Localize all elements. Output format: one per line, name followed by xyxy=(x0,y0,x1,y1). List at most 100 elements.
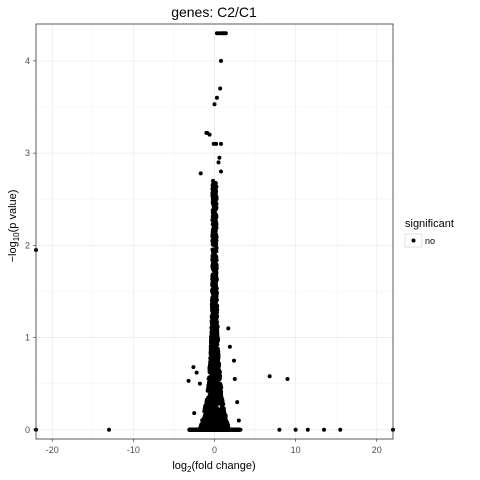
data-point xyxy=(203,405,207,409)
data-point xyxy=(207,388,211,392)
data-point xyxy=(107,428,111,432)
data-point xyxy=(214,202,218,206)
data-point xyxy=(199,171,203,175)
data-point xyxy=(214,300,218,304)
data-point xyxy=(211,230,215,234)
data-point xyxy=(219,389,223,393)
y-tick-label: 4 xyxy=(25,56,30,66)
y-tick-label: 0 xyxy=(25,425,30,435)
data-point xyxy=(221,31,225,35)
data-point xyxy=(210,398,214,402)
data-point xyxy=(268,374,272,378)
data-point xyxy=(211,343,215,347)
data-point xyxy=(211,195,215,199)
x-axis-title: log2(fold change) xyxy=(172,460,255,474)
data-point xyxy=(208,380,212,384)
data-point xyxy=(212,265,216,269)
data-point xyxy=(213,187,217,191)
data-point xyxy=(217,373,221,377)
data-point xyxy=(215,347,219,351)
data-point xyxy=(195,371,199,375)
data-point xyxy=(306,428,310,432)
data-point xyxy=(237,419,241,423)
data-point xyxy=(212,378,216,382)
data-point xyxy=(212,221,216,225)
x-tick-label: -20 xyxy=(46,445,59,455)
data-point xyxy=(214,359,218,363)
data-point xyxy=(204,131,208,135)
data-point xyxy=(215,96,219,100)
x-tick-label: -10 xyxy=(127,445,140,455)
legend-key-point xyxy=(412,239,416,243)
data-point xyxy=(219,59,223,63)
data-point xyxy=(225,421,229,425)
legend-label-no: no xyxy=(425,236,435,246)
data-point xyxy=(212,384,216,388)
x-tick-label: 0 xyxy=(212,445,217,455)
y-tick-label: 1 xyxy=(25,333,30,343)
data-point xyxy=(189,428,193,432)
data-point xyxy=(226,326,230,330)
data-point xyxy=(213,102,217,106)
data-point xyxy=(209,371,213,375)
data-point xyxy=(213,253,217,257)
data-point xyxy=(210,308,214,312)
data-point xyxy=(210,354,214,358)
data-point xyxy=(216,420,220,424)
legend: significant no xyxy=(405,218,454,247)
data-point xyxy=(194,428,198,432)
data-point xyxy=(213,270,217,274)
data-point xyxy=(226,428,230,432)
data-point xyxy=(220,406,224,410)
data-point xyxy=(191,365,195,369)
legend-title: significant xyxy=(405,218,454,230)
data-point xyxy=(216,354,220,358)
data-point xyxy=(232,359,236,363)
data-point xyxy=(214,368,218,372)
data-point xyxy=(215,324,219,328)
data-point xyxy=(233,377,237,381)
x-axis-ticks: -20 -10 0 10 20 xyxy=(46,439,382,455)
data-point xyxy=(211,283,215,287)
data-point xyxy=(213,306,217,310)
data-point xyxy=(219,170,223,174)
data-point xyxy=(213,278,217,282)
data-point xyxy=(212,295,216,299)
data-point xyxy=(210,405,214,409)
data-point xyxy=(221,416,225,420)
chart-title: genes: C2/C1 xyxy=(171,4,257,20)
data-point xyxy=(211,201,215,205)
data-point xyxy=(219,142,223,146)
data-point xyxy=(214,340,218,344)
data-point xyxy=(211,179,215,183)
data-point xyxy=(338,428,342,432)
data-point xyxy=(213,364,217,368)
data-point xyxy=(217,160,221,164)
data-point xyxy=(211,183,215,187)
data-point xyxy=(214,248,218,252)
data-point xyxy=(286,377,290,381)
y-axis-title: −log10(p value) xyxy=(7,190,21,263)
data-point xyxy=(322,428,326,432)
data-point xyxy=(219,384,223,388)
data-point xyxy=(209,333,213,337)
data-point xyxy=(210,349,214,353)
data-point xyxy=(204,428,208,432)
data-point xyxy=(220,428,224,432)
y-axis-ticks: 0 1 2 3 4 xyxy=(25,56,36,435)
data-point xyxy=(214,328,218,332)
data-point xyxy=(198,382,202,386)
data-point xyxy=(202,418,206,422)
data-point xyxy=(232,428,236,432)
data-point xyxy=(211,291,215,295)
data-point xyxy=(277,428,281,432)
data-point xyxy=(187,379,191,383)
x-tick-label: 10 xyxy=(291,445,301,455)
data-point xyxy=(206,415,210,419)
data-point xyxy=(214,394,218,398)
x-tick-label: 20 xyxy=(372,445,382,455)
data-point xyxy=(235,400,239,404)
data-point xyxy=(211,215,215,219)
data-point xyxy=(217,401,221,405)
